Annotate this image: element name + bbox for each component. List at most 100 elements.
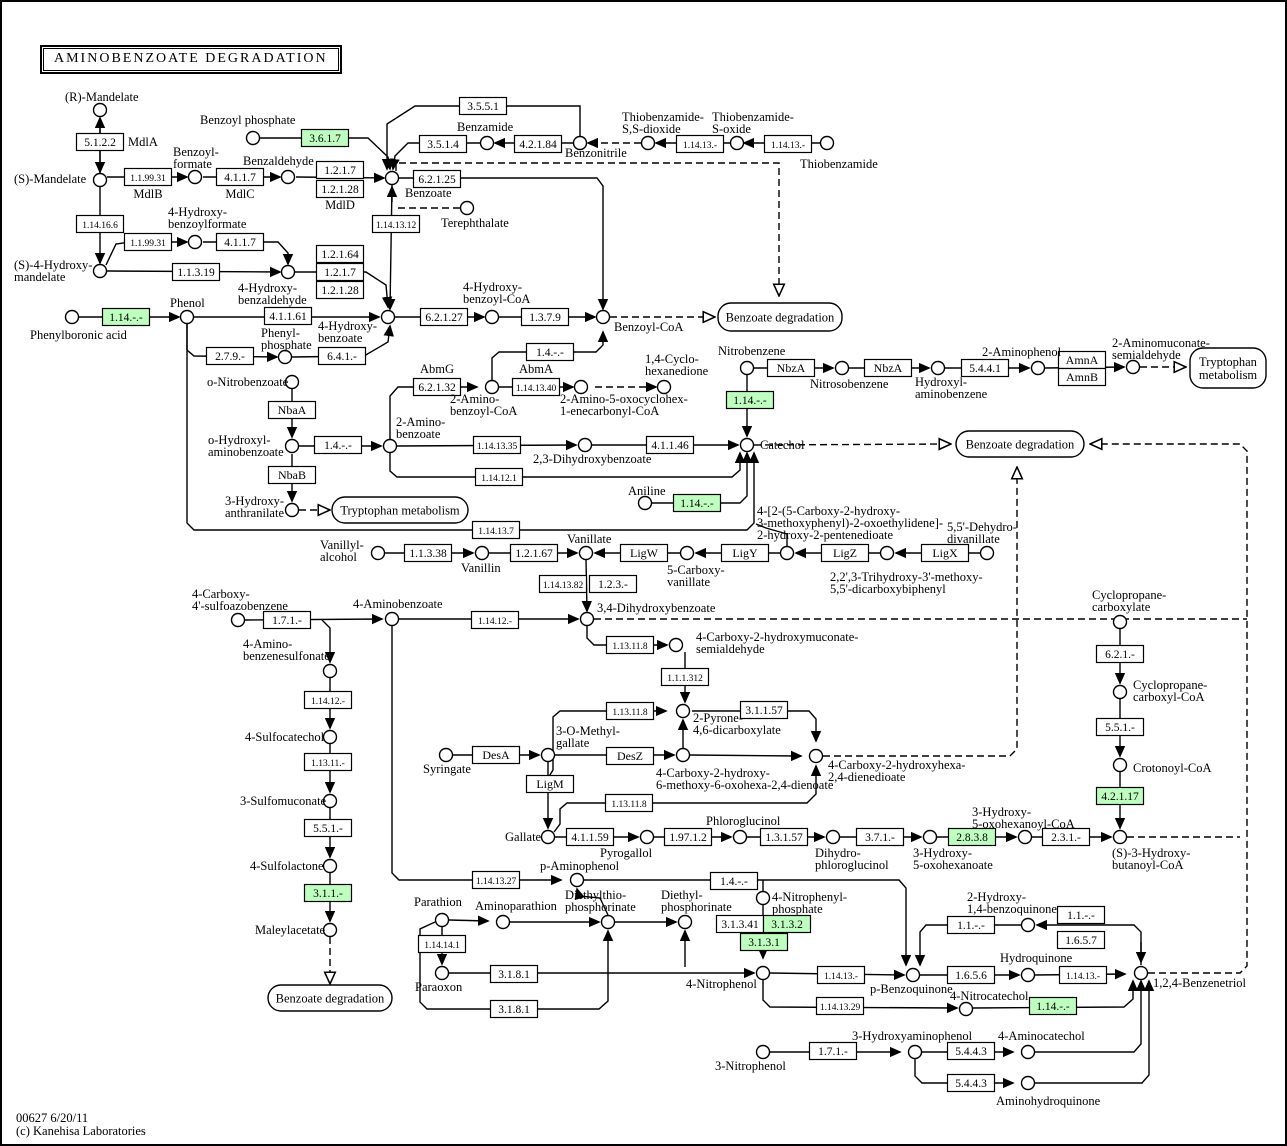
compound-catechol[interactable] [739,437,755,453]
compound-phenylphosphate[interactable] [277,349,293,365]
enzyme-box-1.13.11.8[interactable] [605,701,655,721]
enzyme-box-1.14.13.12[interactable] [371,214,421,234]
compound-thiobenzamide-s-oxide[interactable] [729,135,745,151]
enzyme-box-6.4.1.-[interactable] [317,346,367,366]
compound-3-hydroxyanthranilate[interactable] [284,502,300,518]
enzyme-box-1.1.99.31[interactable] [123,232,173,252]
compound-o-nitrobenzoate[interactable] [284,374,300,390]
enzyme-box-1.1.99.31[interactable] [123,167,173,187]
compound-vanillin[interactable] [474,545,490,561]
enzyme-box-1.14.16.6[interactable] [75,214,125,234]
enzyme-box-6.2.1.-[interactable] [1095,644,1145,664]
benzoate-degradation-link-1[interactable] [717,302,843,332]
enzyme-box-1.2.1.28[interactable] [315,280,365,300]
enzyme-box-1.1.3.38[interactable] [403,543,453,563]
compound-diethylthiophosphorinate[interactable] [600,914,616,930]
compound-4-carboxy-4-sulfoazobenzene[interactable] [230,612,246,628]
enzyme-box-3.5.5.1[interactable] [458,96,508,116]
enzyme-box-1.14.13.27[interactable] [471,870,521,890]
compound-hydroquinone[interactable] [1020,967,1036,983]
enzyme-box-1.14.-.-[interactable] [1028,996,1078,1016]
enzyme-box-2.8.3.8[interactable] [947,827,997,847]
compound-o-hydroxylaminobenzoate[interactable] [284,438,300,454]
compound-crotonoyl-coa[interactable] [1112,757,1128,773]
compound-4-hydroxybenzoate[interactable] [380,309,396,325]
enzyme-box-1.14.-.-[interactable] [101,307,151,327]
compound-cyclopropane-carboxylate[interactable] [1112,614,1128,630]
enzyme-box-1.4.-.-[interactable] [525,342,575,362]
compound-dihydrophloroglucinol[interactable] [825,829,841,845]
compound-nitrosobenzene[interactable] [834,360,850,376]
enzyme-box-4.1.1.7[interactable] [215,167,265,187]
enzyme-box-4.2.1.17[interactable] [1095,786,1145,806]
compound-vanillate[interactable] [578,545,594,561]
compound-55-dehydrodivanillate[interactable] [979,545,995,561]
enzyme-box-3.1.8.1[interactable] [489,964,539,984]
enzyme-box-1.7.1.-[interactable] [808,1041,858,1061]
compound-2-pyrone-46-dicarboxylate[interactable] [675,703,691,719]
tryptophan-metabolism-link-1[interactable] [1189,347,1267,389]
enzyme-box-1.2.1.7[interactable] [315,160,365,180]
compound-benzaldehyde[interactable] [280,169,296,185]
enzyme-box-1.4.-.-[interactable] [709,871,759,891]
enzyme-box-1.14.13.7[interactable] [471,520,521,540]
enzyme-box-1.14.13.82[interactable] [538,574,588,594]
compound-4-nitrophenol[interactable] [755,965,771,981]
enzyme-box-2.3.1.-[interactable] [1041,827,1091,847]
enzyme-box-3.5.1.4[interactable] [418,134,468,154]
enzyme-box-3.1.1.-[interactable] [303,883,353,903]
compound-carboxy-methoxyphenyl-pentenedioate[interactable] [779,545,795,561]
enzyme-box-1.3.7.9[interactable] [520,307,570,327]
compound-3-o-methylgallate[interactable] [540,747,556,763]
compound-trihydroxy-dicarboxybiphenyl[interactable] [879,545,895,561]
enzyme-box-1.2.1.67[interactable] [509,543,559,563]
compound-benzoylformate[interactable] [187,169,203,185]
enzyme-box-1.14.12.-[interactable] [470,610,520,630]
compound-3-hydroxy-5-oxohexanoyl-coa[interactable] [1017,829,1033,845]
compound-aniline[interactable] [637,495,653,511]
enzyme-box-1.14.13.-[interactable] [816,965,866,985]
compound-aminohydroquinone[interactable] [1020,1075,1036,1091]
enzyme-box-NbaB[interactable] [267,465,317,485]
compound-4-sulfocatechol[interactable] [322,729,338,745]
compound-benzonitrile[interactable] [572,135,588,151]
compound-4-nitrophenyl-phosphate[interactable] [755,890,771,906]
compound-benzoyl-phosphate[interactable] [245,130,261,146]
enzyme-box-DesA[interactable] [471,745,521,765]
compound-124-benzenetriol[interactable] [1133,965,1149,981]
enzyme-box-1.13.11.8[interactable] [605,635,655,655]
compound-phloroglucinol[interactable] [732,829,748,845]
enzyme-box-5.1.2.2[interactable] [75,132,125,152]
compound-s-mandelate[interactable] [92,172,108,188]
compound-4-hydroxybenzaldehyde[interactable] [280,264,296,280]
compound-paraoxon[interactable] [434,965,450,981]
enzyme-box-6.2.1.27[interactable] [419,307,469,327]
compound-benzoate[interactable] [384,170,400,186]
compound-4-carboxy-2-hydroxy-6-methoxy-dienoate[interactable] [675,747,691,763]
compound-benzamide[interactable] [479,135,495,151]
enzyme-box-DesZ[interactable] [605,746,655,766]
enzyme-box-6.2.1.32[interactable] [412,377,462,397]
enzyme-box-1.14.-.-[interactable] [725,390,775,410]
compound-thiobenzamide-ss-dioxide[interactable] [640,135,656,151]
enzyme-box-3.7.1.-[interactable] [855,827,905,847]
enzyme-box-LigZ[interactable] [820,543,870,563]
compound-gallate[interactable] [540,829,556,845]
enzyme-box-3.1.8.1[interactable] [489,999,539,1019]
enzyme-box-1.13.11.8[interactable] [604,793,654,813]
compound-diethylphosphorinate[interactable] [677,914,693,930]
compound-cyclopropane-carboxyl-coa[interactable] [1112,684,1128,700]
enzyme-box-1.1.-.-[interactable] [1056,905,1106,925]
compound-maleylacetate[interactable] [322,922,338,938]
compound-pyrogallol[interactable] [639,829,655,845]
enzyme-box-LigX[interactable] [920,543,970,563]
enzyme-box-LigW[interactable] [619,543,669,563]
enzyme-box-1.97.1.2[interactable] [663,827,713,847]
compound-benzoyl-coa[interactable] [595,309,611,325]
compound-3-hydroxy-5-oxohexanoate[interactable] [922,829,938,845]
enzyme-box-1.2.3.-[interactable] [588,574,638,594]
compound-2-aminobenzoyl-coa[interactable] [484,379,500,395]
enzyme-box-1.14.13.40[interactable] [511,377,561,397]
enzyme-box-1.14.13.-[interactable] [675,134,725,154]
enzyme-box-1.7.1.-[interactable] [262,610,312,630]
